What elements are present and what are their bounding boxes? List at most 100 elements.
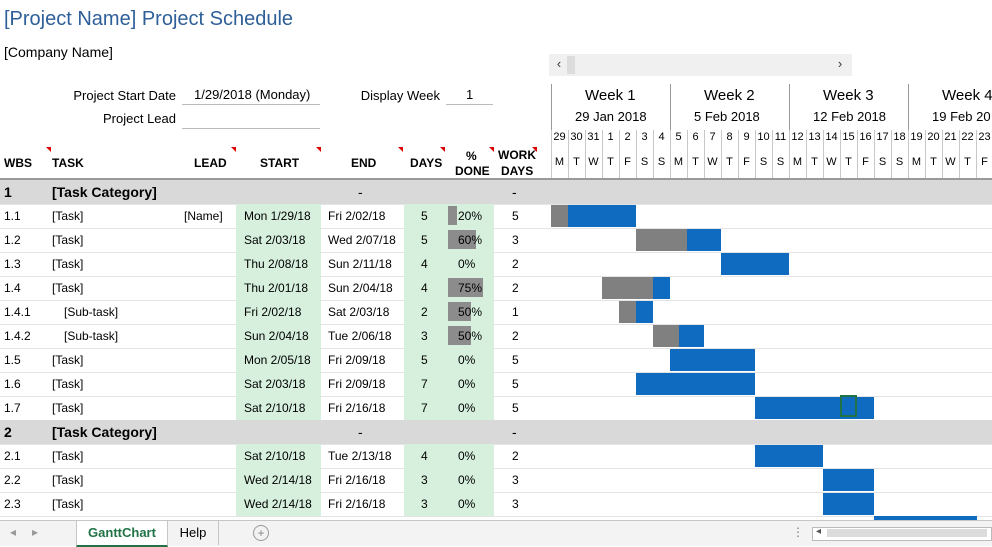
wbs-cell[interactable]: 1.4 [4,281,21,295]
days-cell[interactable]: 3 [421,473,428,487]
wbs-cell[interactable]: 2.3 [4,497,21,511]
hscroll-thumb[interactable] [827,529,987,537]
work-days-cell[interactable]: 3 [512,473,519,487]
percent-done-cell[interactable]: 50% [458,329,483,343]
start-cell[interactable]: Sat 2/03/18 [244,377,306,391]
task-row[interactable]: 1.4.1 [Sub-task] Fri 2/02/18 Sat 2/03/18 2 50… [0,300,992,325]
task-cell[interactable]: [Task Category] [52,184,157,200]
start-cell[interactable]: Thu 2/01/18 [244,281,309,295]
task-row[interactable]: 1.2 [Task] Sat 2/03/18 Wed 2/07/18 5 60% 3 [0,228,992,253]
work-days-cell[interactable]: 2 [512,449,519,463]
task-cell[interactable]: [Task] [52,473,84,487]
days-cell[interactable]: 5 [421,233,428,247]
tab-help[interactable]: Help [168,521,219,545]
wbs-cell[interactable]: 1.3 [4,257,21,271]
task-cell[interactable]: [Task] [52,377,84,391]
tab-scroll-right-icon[interactable]: ▸ [32,525,39,539]
scroll-thumb[interactable] [567,56,575,74]
days-cell[interactable]: 4 [421,281,428,295]
days-cell[interactable]: 3 [421,329,428,343]
end-cell[interactable]: Fri 2/16/18 [328,401,386,415]
wbs-cell[interactable]: 2.1 [4,449,21,463]
start-cell[interactable]: Sat 2/10/18 [244,449,306,463]
end-cell[interactable]: - [358,184,363,200]
days-cell[interactable]: 7 [421,401,428,415]
work-days-cell[interactable]: 3 [512,497,519,511]
task-cell[interactable]: [Task Category] [52,424,157,440]
start-cell[interactable]: Fri 2/02/18 [244,305,302,319]
scroll-left-icon[interactable]: ‹ [556,56,562,71]
wbs-cell[interactable]: 1.5 [4,353,21,367]
task-row[interactable]: 1.5 [Task] Mon 2/05/18 Fri 2/09/18 5 0% 5 [0,348,992,373]
work-days-cell[interactable]: 1 [512,305,519,319]
gantt-scrollbar[interactable]: ‹ › [549,54,852,76]
add-sheet-icon[interactable]: + [253,525,269,541]
days-cell[interactable]: 7 [421,377,428,391]
task-row[interactable]: 2.1 [Task] Sat 2/10/18 Tue 2/13/18 4 0% 2 [0,444,992,469]
days-cell[interactable]: 4 [421,257,428,271]
work-days-cell[interactable]: 2 [512,281,519,295]
wbs-cell[interactable]: 2 [4,424,12,440]
work-days-cell[interactable]: 5 [512,377,519,391]
end-cell[interactable]: Fri 2/09/18 [328,377,386,391]
task-cell[interactable]: [Task] [52,353,84,367]
task-cell[interactable]: [Task] [52,233,84,247]
end-cell[interactable]: Fri 2/02/18 [328,209,386,223]
lead-cell[interactable]: [Name] [184,209,223,223]
task-cell[interactable]: [Task] [52,497,84,511]
start-date-field[interactable]: 1/29/2018 (Monday) [182,87,320,105]
horizontal-scrollbar[interactable]: ◂ [812,526,992,541]
percent-done-cell[interactable]: 20% [458,209,483,223]
days-cell[interactable]: 4 [421,449,428,463]
category-row[interactable]: 2 [Task Category] - - [0,420,992,445]
wbs-cell[interactable]: 1.1 [4,209,21,223]
task-cell[interactable]: [Task] [52,257,84,271]
task-cell[interactable]: [Sub-task] [64,329,119,343]
days-cell[interactable]: 2 [421,305,428,319]
start-cell[interactable]: Thu 2/08/18 [244,257,309,271]
wbs-cell[interactable]: 2.2 [4,473,21,487]
start-cell[interactable]: Sat 2/03/18 [244,233,306,247]
percent-done-cell[interactable]: 0% [458,257,476,271]
percent-done-cell[interactable]: 0% [458,449,476,463]
start-cell[interactable]: Sun 2/04/18 [244,329,309,343]
work-days-cell[interactable]: 5 [512,401,519,415]
wbs-cell[interactable]: 1.7 [4,401,21,415]
work-days-cell[interactable]: 5 [512,353,519,367]
percent-done-cell[interactable]: 0% [458,353,476,367]
tab-scroll-left-icon[interactable]: ◂ [10,525,17,539]
display-week-field[interactable]: 1 [446,87,493,105]
work-days-cell[interactable]: 5 [512,209,519,223]
task-row[interactable]: 1.4.2 [Sub-task] Sun 2/04/18 Tue 2/06/18 3 50… [0,324,992,349]
end-cell[interactable]: - [358,424,363,440]
tab-ganttchart[interactable]: GanttChart [76,521,168,547]
end-cell[interactable]: Sun 2/04/18 [328,281,393,295]
split-handle-icon[interactable]: ⋮ [792,525,804,539]
wbs-cell[interactable]: 1.6 [4,377,21,391]
task-row[interactable]: 1.3 [Task] Thu 2/08/18 Sun 2/11/18 4 0% 2 [0,252,992,277]
start-cell[interactable]: Sat 2/10/18 [244,401,306,415]
task-cell[interactable]: [Task] [52,209,84,223]
start-cell[interactable]: Wed 2/14/18 [244,473,312,487]
percent-done-cell[interactable]: 50% [458,305,483,319]
work-days-cell[interactable]: 3 [512,233,519,247]
percent-done-cell[interactable]: 0% [458,377,476,391]
percent-done-cell[interactable]: 0% [458,401,476,415]
end-cell[interactable]: Wed 2/07/18 [328,233,396,247]
start-cell[interactable]: Mon 2/05/18 [244,353,311,367]
days-cell[interactable]: 5 [421,353,428,367]
project-lead-field[interactable] [182,110,320,129]
scroll-right-icon[interactable]: › [837,56,843,71]
work-days-cell[interactable]: - [512,184,517,200]
task-cell[interactable]: [Sub-task] [64,305,119,319]
end-cell[interactable]: Fri 2/16/18 [328,497,386,511]
end-cell[interactable]: Fri 2/16/18 [328,473,386,487]
percent-done-cell[interactable]: 75% [458,281,483,295]
end-cell[interactable]: Fri 2/09/18 [328,353,386,367]
end-cell[interactable]: Tue 2/06/18 [328,329,392,343]
task-row[interactable]: 1.6 [Task] Sat 2/03/18 Fri 2/09/18 7 0% 5 [0,372,992,397]
percent-done-cell[interactable]: 0% [458,497,476,511]
end-cell[interactable]: Tue 2/13/18 [328,449,392,463]
work-days-cell[interactable]: 2 [512,329,519,343]
wbs-cell[interactable]: 1.4.1 [4,305,31,319]
